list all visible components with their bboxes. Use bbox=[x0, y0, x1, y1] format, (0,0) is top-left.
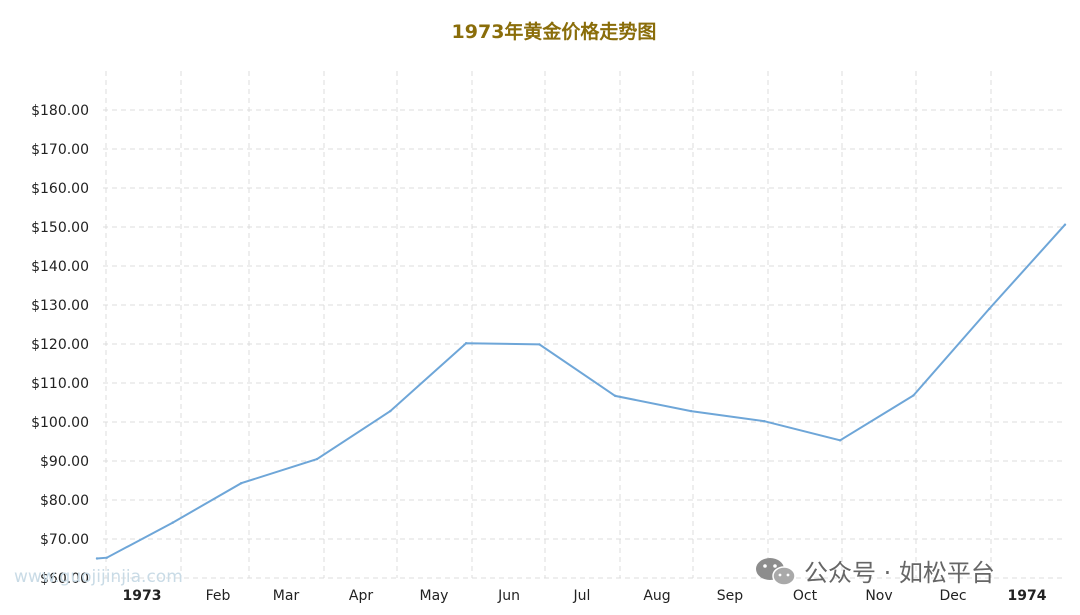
y-tick-label: $140.00 bbox=[31, 259, 89, 275]
x-tick-label: Sep bbox=[717, 588, 744, 604]
data-point bbox=[105, 556, 108, 559]
x-tick-label: Oct bbox=[793, 588, 818, 604]
data-point bbox=[240, 482, 243, 485]
x-tick-label: May bbox=[420, 588, 449, 604]
series-layer bbox=[95, 223, 1067, 560]
site-watermark: www.guojijinjia.com bbox=[14, 567, 183, 587]
data-point bbox=[538, 343, 541, 346]
x-tick-label: 1974 bbox=[1008, 588, 1047, 604]
y-tick-label: $100.00 bbox=[31, 415, 89, 431]
x-tick-label: Aug bbox=[643, 588, 670, 604]
y-tick-label: $170.00 bbox=[31, 142, 89, 158]
y-tick-label: $120.00 bbox=[31, 337, 89, 353]
data-point bbox=[315, 457, 319, 461]
y-tick-label: $130.00 bbox=[31, 298, 89, 314]
y-tick-label: $110.00 bbox=[31, 376, 89, 392]
y-tick-label: $70.00 bbox=[40, 532, 89, 548]
y-tick-label: $90.00 bbox=[40, 454, 89, 470]
data-point bbox=[912, 394, 915, 397]
data-point bbox=[389, 409, 392, 413]
y-tick-label: $80.00 bbox=[40, 493, 89, 509]
y-tick-label: $180.00 bbox=[31, 103, 89, 119]
x-tick-label: 1973 bbox=[123, 588, 162, 604]
chart-title: 1973年黄金价格走势图 bbox=[452, 20, 657, 43]
x-tick-label: Dec bbox=[939, 588, 966, 604]
y-tick-label: $60.00 bbox=[40, 571, 89, 587]
price-line bbox=[96, 224, 1066, 560]
x-axis-ticks: 1973 Feb Mar Apr May Jun Jul Aug Sep Oct Nov Dec 197… bbox=[123, 588, 1047, 604]
data-point bbox=[614, 394, 617, 398]
account-name: 公众号 · 如松平台 bbox=[804, 559, 995, 587]
data-point bbox=[763, 420, 766, 423]
data-point bbox=[1063, 223, 1067, 226]
y-axis-ticks: $60.00 $70.00 $80.00 $90.00 $100.00 $110.00 $1… bbox=[31, 103, 89, 587]
x-tick-label: Feb bbox=[206, 588, 231, 604]
wechat-icon bbox=[756, 558, 796, 586]
data-point bbox=[988, 307, 991, 311]
x-tick-label: Jun bbox=[497, 588, 520, 604]
x-tick-label: Nov bbox=[865, 588, 892, 604]
data-point bbox=[464, 342, 468, 345]
y-tick-label: $160.00 bbox=[31, 181, 89, 197]
grid bbox=[103, 71, 1065, 579]
x-tick-label: Jul bbox=[573, 588, 591, 604]
x-tick-label: Apr bbox=[349, 588, 373, 604]
account-watermark: 公众号 · 如松平台 bbox=[756, 558, 995, 587]
data-point bbox=[838, 439, 842, 442]
x-tick-label: Mar bbox=[273, 588, 300, 604]
data-point bbox=[171, 521, 174, 524]
y-tick-label: $150.00 bbox=[31, 220, 89, 236]
data-point bbox=[95, 557, 99, 560]
data-point bbox=[689, 409, 693, 413]
